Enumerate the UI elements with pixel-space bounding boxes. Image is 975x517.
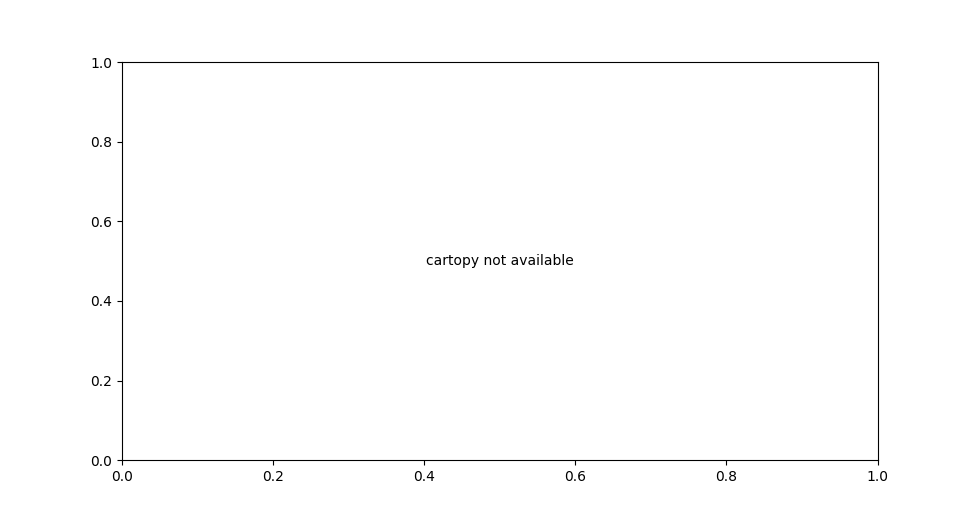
Text: cartopy not available: cartopy not available: [426, 254, 573, 268]
